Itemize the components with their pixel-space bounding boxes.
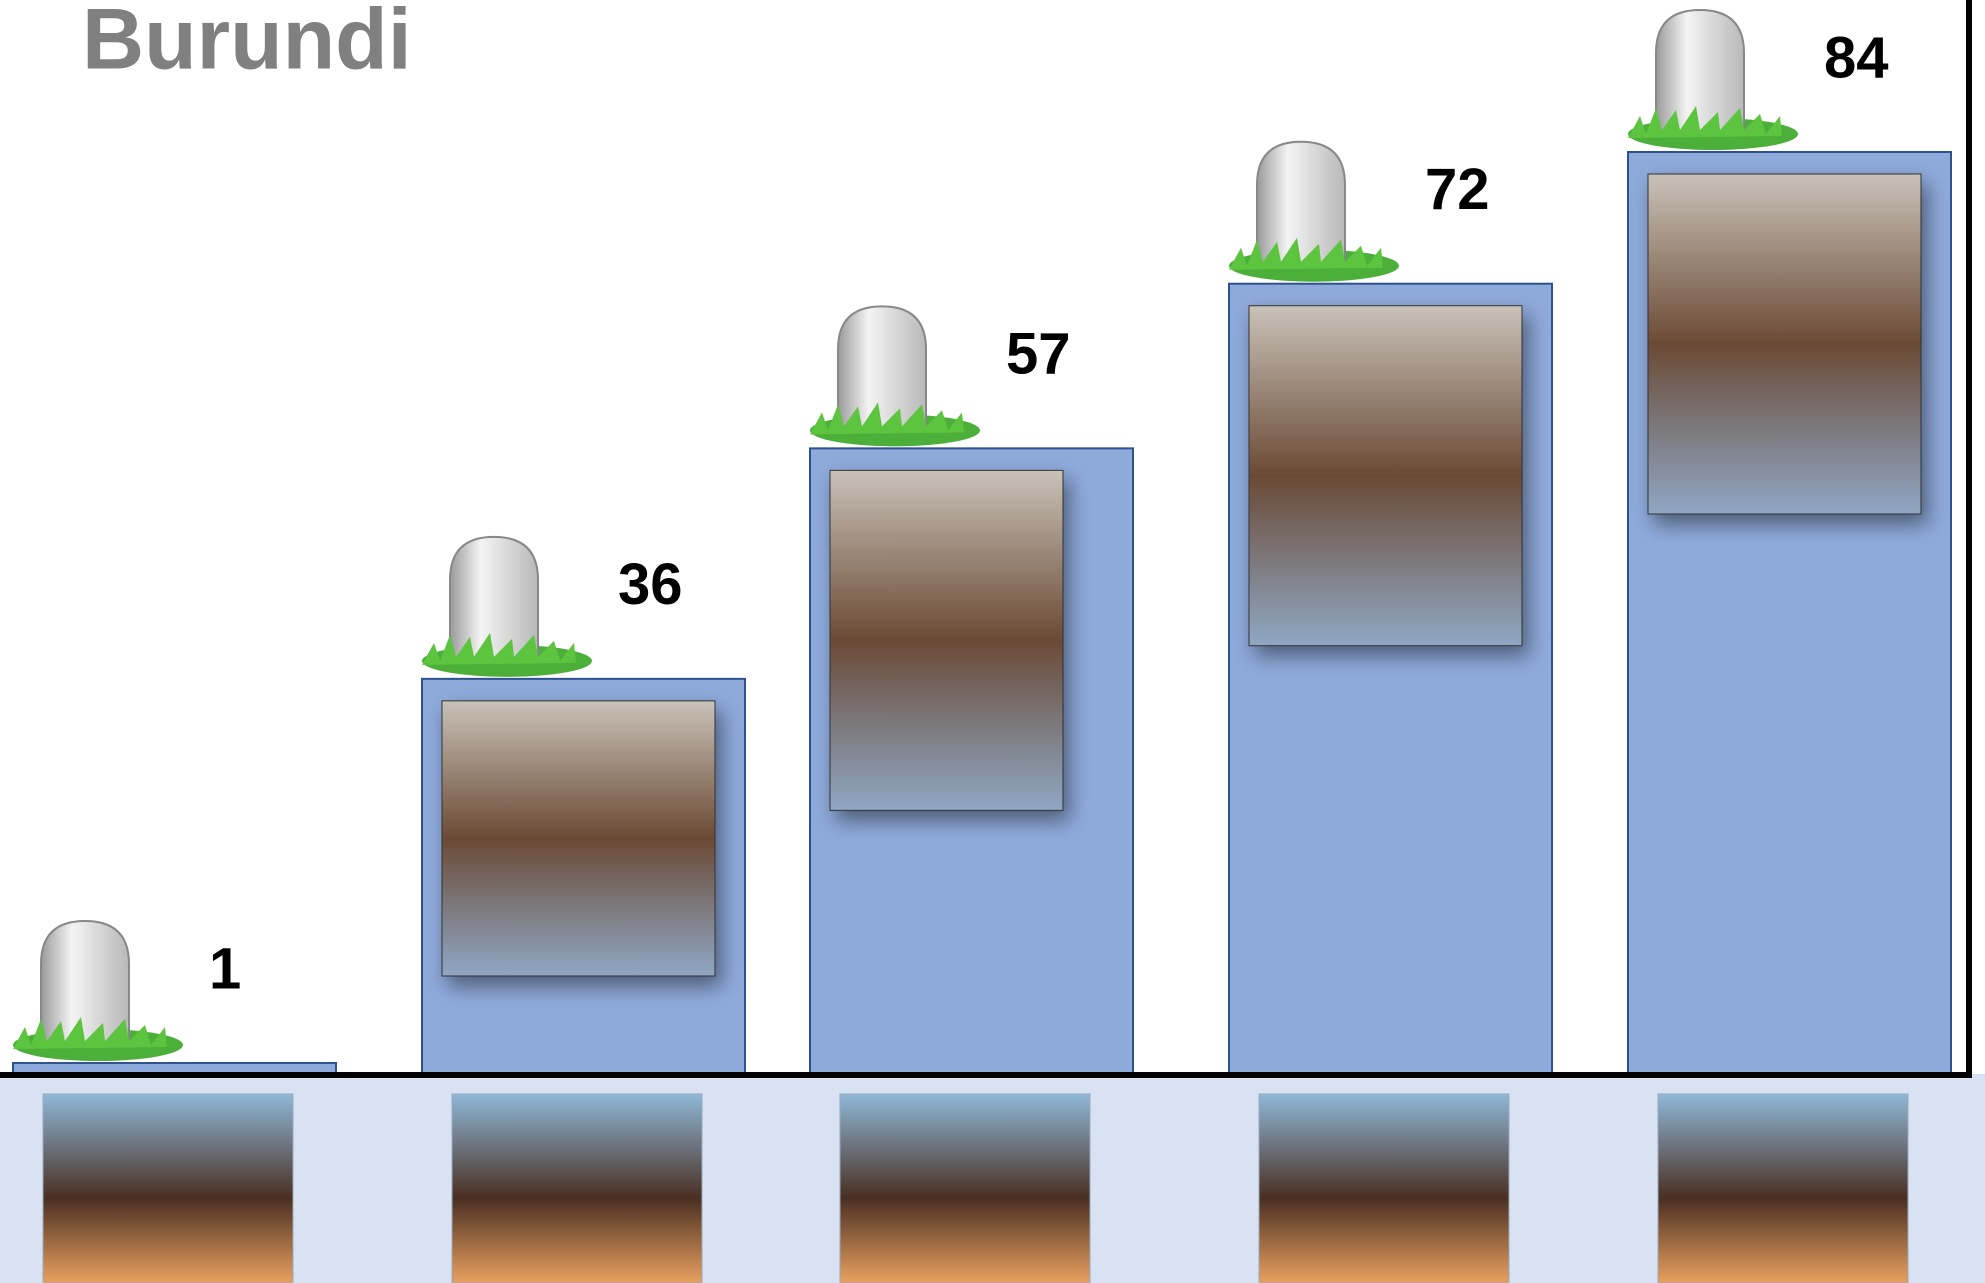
value-label: 36 xyxy=(618,552,683,617)
value-label: 1 xyxy=(209,936,241,1001)
tombstone xyxy=(1655,8,1745,135)
adult-photo xyxy=(829,469,1064,811)
child-photo xyxy=(1258,1093,1510,1283)
bar-group: 72 xyxy=(1228,140,1553,1075)
child-photo xyxy=(451,1093,703,1283)
value-label: 57 xyxy=(1006,322,1071,387)
tombstone xyxy=(837,305,927,432)
tombstone xyxy=(1256,140,1346,267)
grass-blades xyxy=(1229,237,1383,270)
adult-photo xyxy=(1647,173,1922,515)
child-photo xyxy=(42,1093,294,1283)
bar-group: 57 xyxy=(809,305,1134,1076)
tombstone xyxy=(449,535,539,662)
bar-group: 84 xyxy=(1627,8,1952,1075)
value-label: 72 xyxy=(1425,157,1490,222)
value-label: 84 xyxy=(1824,25,1889,90)
adult-photo xyxy=(441,700,716,977)
grass-blades xyxy=(13,1017,167,1050)
tombstone xyxy=(40,920,130,1047)
grass-blades xyxy=(1628,106,1782,138)
grass-blades xyxy=(810,402,964,435)
bar-group: 36 xyxy=(421,535,746,1075)
bars: 1 36 57 72 84 xyxy=(12,8,1952,1076)
bar-group: 1 xyxy=(12,920,337,1075)
child-photo xyxy=(1657,1093,1909,1283)
chart-title: Burundi xyxy=(82,0,412,88)
child-photo xyxy=(839,1093,1091,1283)
adult-photo xyxy=(1248,305,1523,647)
grass-blades xyxy=(422,632,576,665)
